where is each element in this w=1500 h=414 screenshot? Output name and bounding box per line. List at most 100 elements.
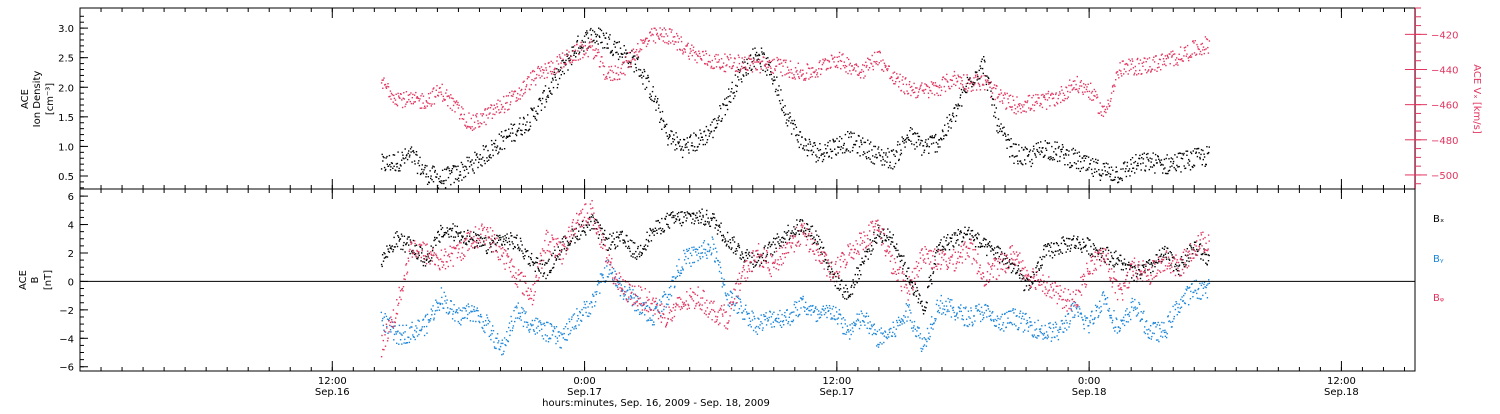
by-point (567, 339, 568, 340)
vx-point (1053, 94, 1054, 95)
by-point (649, 317, 650, 318)
vx-point (781, 62, 782, 63)
bx-point (466, 242, 467, 243)
bx-point (578, 231, 579, 232)
by-point (468, 303, 469, 304)
vx-point (546, 70, 547, 71)
vx-point (470, 126, 471, 127)
vx-point (898, 86, 899, 87)
bx-point (710, 218, 711, 219)
bx-point (1205, 263, 1206, 264)
density-point (839, 136, 840, 137)
density-point (983, 73, 984, 74)
bx-point (660, 233, 661, 234)
vx-point (869, 67, 870, 68)
by-point (451, 301, 452, 302)
bx-point (439, 234, 440, 235)
by-point (588, 316, 589, 317)
vx-point (913, 83, 914, 84)
bx-point (784, 238, 785, 239)
bx-point (771, 244, 772, 245)
vx-point (538, 66, 539, 67)
bx-point (507, 242, 508, 243)
bx-point (1114, 264, 1115, 265)
vx-point (846, 66, 847, 67)
vx-point (866, 66, 867, 67)
by-point (574, 313, 575, 314)
vx-point (928, 93, 929, 94)
vx-point (475, 127, 476, 128)
by-point (445, 296, 446, 297)
vx-point (919, 89, 920, 90)
vx-point (703, 55, 704, 56)
by-point (668, 294, 669, 295)
density-point (1164, 167, 1165, 168)
vx-point (1090, 83, 1091, 84)
vx-point (930, 90, 931, 91)
density-point (515, 134, 516, 135)
density-point (840, 149, 841, 150)
bx-point (918, 298, 919, 299)
by-point (457, 312, 458, 313)
by-point (440, 303, 441, 304)
density-point (741, 78, 742, 79)
bx-point (644, 246, 645, 247)
vx-point (486, 115, 487, 116)
density-point (535, 111, 536, 112)
vx-point (1138, 63, 1139, 64)
density-point (1128, 170, 1129, 171)
bx-point (868, 258, 869, 259)
vx-point (706, 53, 707, 54)
bx-point (1091, 253, 1092, 254)
bx-point (619, 240, 620, 241)
vx-point (1113, 91, 1114, 92)
bx-point (662, 228, 663, 229)
vx-point (798, 76, 799, 77)
bx-point (1101, 257, 1102, 258)
vx-point (868, 69, 869, 70)
vx-point (736, 70, 737, 71)
vx-point (1176, 57, 1177, 58)
vx-point (962, 84, 963, 85)
vx-point (1083, 94, 1084, 95)
bx-point (1052, 252, 1053, 253)
vx-point (883, 71, 884, 72)
bx-point (1054, 255, 1055, 256)
vx-point (980, 89, 981, 90)
vx-point (1029, 95, 1030, 96)
vx-point (1015, 113, 1016, 114)
bx-point (849, 296, 850, 297)
vx-point (967, 90, 968, 91)
density-point (585, 32, 586, 33)
bx-point (960, 230, 961, 231)
density-point (397, 163, 398, 164)
vx-point (820, 74, 821, 75)
vx-point (771, 61, 772, 62)
vx-point (1123, 73, 1124, 74)
bx-point (1183, 262, 1184, 263)
vx-point (923, 89, 924, 90)
bx-point (483, 245, 484, 246)
density-point (805, 139, 806, 140)
by-point (535, 318, 536, 319)
vx-point (1012, 106, 1013, 107)
bx-point (818, 243, 819, 244)
density-point (1177, 166, 1178, 167)
by-point (394, 325, 395, 326)
bx-point (695, 215, 696, 216)
density-point (425, 176, 426, 177)
density-point (862, 154, 863, 155)
density-point (883, 159, 884, 160)
by-point (541, 324, 542, 325)
density-point (759, 55, 760, 56)
bx-point (1197, 251, 1198, 252)
vx-point (1046, 109, 1047, 110)
density-point (853, 133, 854, 134)
density-point (479, 159, 480, 160)
bx-point (681, 225, 682, 226)
by-point (587, 306, 588, 307)
bx-point (852, 279, 853, 280)
density-point (1097, 160, 1098, 161)
bx-point (384, 253, 385, 254)
vx-point (442, 100, 443, 101)
